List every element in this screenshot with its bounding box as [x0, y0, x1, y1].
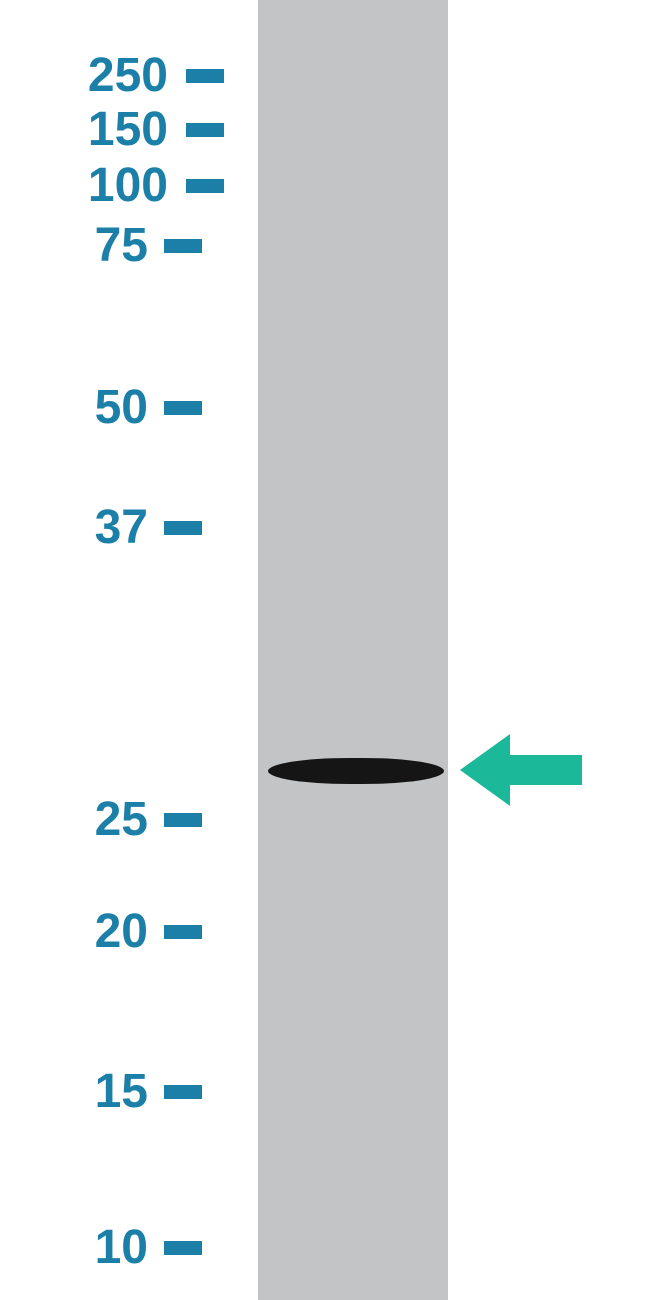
- mw-marker-label: 25: [95, 792, 148, 847]
- mw-marker-label: 20: [95, 904, 148, 959]
- mw-marker-label: 75: [95, 218, 148, 273]
- western-blot: 25015010075 50 37 25 20 15 10: [0, 0, 650, 1300]
- protein-band: [268, 758, 444, 784]
- mw-marker-tick: [164, 1241, 202, 1255]
- mw-marker-label: 100: [88, 158, 168, 213]
- mw-marker-tick: [164, 401, 202, 415]
- mw-marker-tick: [186, 69, 224, 83]
- arrow-shaft: [510, 755, 582, 785]
- mw-marker-label: 10: [95, 1220, 148, 1275]
- mw-marker-label: 37: [95, 500, 148, 555]
- mw-marker-tick: [164, 1085, 202, 1099]
- mw-marker-tick: [164, 813, 202, 827]
- mw-marker-label: 15: [95, 1064, 148, 1119]
- mw-marker-label: 150: [88, 102, 168, 157]
- mw-marker-label: 50: [95, 380, 148, 435]
- mw-marker-tick: [186, 179, 224, 193]
- mw-marker-tick: [164, 925, 202, 939]
- mw-marker-label: 250: [88, 48, 168, 103]
- gel-lane: [258, 0, 448, 1300]
- mw-marker-tick: [164, 239, 202, 253]
- pointer-arrow: [460, 734, 582, 806]
- arrow-head-icon: [460, 734, 510, 806]
- mw-marker-tick: [186, 123, 224, 137]
- mw-marker-tick: [164, 521, 202, 535]
